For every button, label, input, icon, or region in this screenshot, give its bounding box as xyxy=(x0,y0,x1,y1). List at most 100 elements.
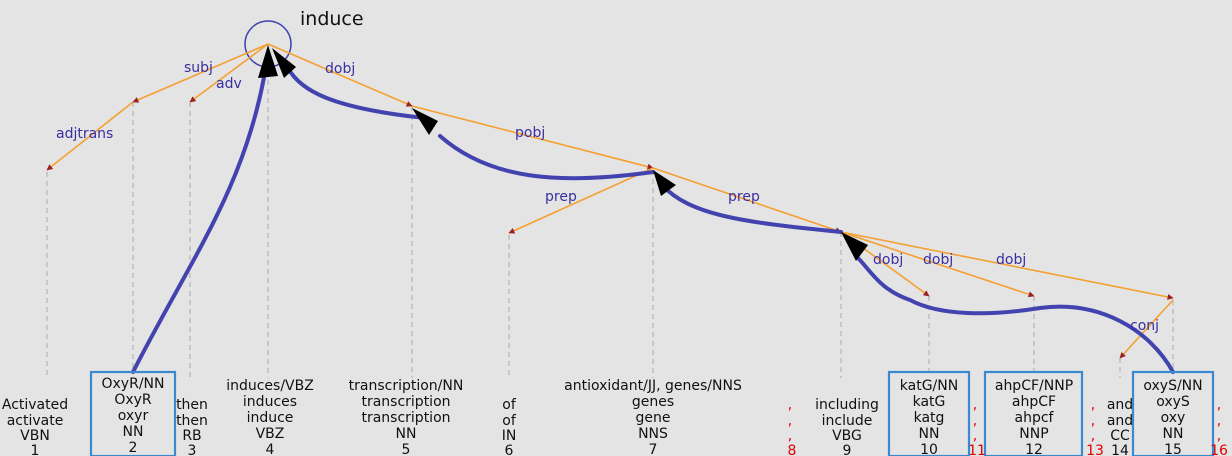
edge-prep-of xyxy=(508,167,654,234)
token-3: then then RB 3 xyxy=(176,397,208,456)
edge-adv xyxy=(189,43,269,103)
path-segment-transcription xyxy=(286,66,427,120)
dep-label-conj: conj xyxy=(1130,318,1159,334)
token-11: , , , 11 xyxy=(968,397,986,456)
token-4-line-4: VBZ xyxy=(256,426,285,442)
token-11-line-3: , xyxy=(973,428,977,444)
box-token-10 xyxy=(887,370,971,456)
arrowhead-5 xyxy=(841,232,868,261)
token-15-line-2: oxyS xyxy=(1156,394,1190,410)
edge-dobj-ahpcf xyxy=(840,231,1035,298)
token-5-line-2: transcription xyxy=(361,394,450,410)
token-10-id: 10 xyxy=(920,442,938,456)
token-4-line-1: induces/VBZ xyxy=(226,378,314,394)
dep-label-dobj-ahpcf: dobj xyxy=(923,252,953,268)
token-16-line-3: , xyxy=(1217,428,1221,444)
dep-label-prep-of: prep xyxy=(545,189,577,205)
token-6: of of IN 6 xyxy=(502,397,517,456)
token-13-line-2: , xyxy=(1091,413,1095,429)
arrowhead-3 xyxy=(412,108,438,135)
token-9-line-1: including xyxy=(815,397,879,413)
token-12-line-3: ahpcf xyxy=(1015,410,1055,426)
token-3-line-3: RB xyxy=(182,428,201,444)
dep-label-pobj: pobj xyxy=(515,125,545,141)
edge-dobj-root xyxy=(267,43,413,107)
token-4-id: 4 xyxy=(266,442,275,456)
token-4-line-3: induce xyxy=(247,410,294,426)
token-2-line-4: NN xyxy=(123,424,144,440)
token-15: oxyS/NN oxyS oxy NN 15 xyxy=(1143,378,1202,456)
token-5: transcription/NN transcription transcrip… xyxy=(349,378,464,456)
dep-label-prep-including: prep xyxy=(728,189,760,205)
dep-label-dobj: dobj xyxy=(325,61,355,77)
token-10-line-3: katg xyxy=(914,410,945,426)
token-13-line-3: , xyxy=(1091,428,1095,444)
token-11-line-1: , xyxy=(973,397,977,413)
token-6-line-2: of xyxy=(502,413,517,429)
box-token-2 xyxy=(89,370,177,456)
token-2-id: 2 xyxy=(129,440,138,456)
token-15-line-3: oxy xyxy=(1161,410,1186,426)
token-8: , , , 8 xyxy=(788,397,797,456)
token-15-id: 15 xyxy=(1164,442,1182,456)
token-13-id: 13 xyxy=(1086,443,1104,456)
token-8-line-2: , xyxy=(788,413,792,429)
token-14-line-1: and xyxy=(1107,397,1133,413)
token-2-line-3: oxyr xyxy=(118,408,149,424)
token-8-id: 8 xyxy=(788,443,797,456)
edge-prep-including xyxy=(652,167,842,234)
token-3-id: 3 xyxy=(188,443,197,456)
dep-label-subj: subj xyxy=(184,60,213,76)
dep-label-adv: adv xyxy=(216,76,242,92)
token-5-line-3: transcription xyxy=(361,410,450,426)
edge-subj xyxy=(132,43,269,103)
token-7-line-4: NNS xyxy=(638,426,668,442)
dependency-edges xyxy=(46,43,1174,359)
dependency-labels: subj adv dobj adjtrans pobj prep prep do… xyxy=(56,60,1159,334)
dep-label-dobj-katg: dobj xyxy=(873,252,903,268)
path-arrowheads xyxy=(258,45,868,261)
token-10-line-2: katG xyxy=(913,394,946,410)
token-2-line-2: OxyR xyxy=(114,392,152,408)
token-14-line-2: and xyxy=(1107,413,1133,429)
token-7: antioxidant/JJ, genes/NNS genes gene NNS… xyxy=(564,378,742,456)
token-12-line-1: ahpCF/NNP xyxy=(995,378,1073,394)
token-11-id: 11 xyxy=(968,443,986,456)
token-7-line-1: antioxidant/JJ, genes/NNS xyxy=(564,378,742,394)
token-14: and and CC 14 xyxy=(1107,397,1133,456)
token-1-line-3: VBN xyxy=(20,428,50,444)
token-1-id: 1 xyxy=(31,443,40,456)
path-segment-genes xyxy=(438,134,655,181)
token-5-line-1: transcription/NN xyxy=(349,378,464,394)
arrowhead-4 xyxy=(653,170,676,196)
token-12-line-2: ahpCF xyxy=(1012,394,1056,410)
arrowhead-1 xyxy=(258,45,278,78)
token-9-id: 9 xyxy=(843,443,852,456)
token-6-line-1: of xyxy=(502,397,517,413)
token-1-line-2: activate xyxy=(7,413,64,429)
token-5-line-4: NN xyxy=(396,426,417,442)
token-10-line-4: NN xyxy=(919,426,940,442)
token-1: Activated activate VBN 1 xyxy=(2,397,68,456)
token-9-line-2: include xyxy=(822,413,873,429)
path-segment-oxys xyxy=(856,256,1175,374)
token-15-line-1: oxyS/NN xyxy=(1143,378,1202,394)
token-14-line-3: CC xyxy=(1110,428,1130,444)
edge-pobj xyxy=(411,105,654,170)
token-16: , , , 16 xyxy=(1210,397,1228,456)
token-labels: Activated activate VBN 1 OxyR/NN OxyR ox… xyxy=(2,376,1228,456)
token-6-line-3: IN xyxy=(502,428,517,444)
highlight-boxes xyxy=(89,370,1215,456)
token-8-line-3: , xyxy=(788,428,792,444)
token-6-id: 6 xyxy=(505,443,514,456)
box-token-15 xyxy=(1131,370,1215,456)
token-16-line-2: , xyxy=(1217,413,1221,429)
token-15-line-4: NN xyxy=(1163,426,1184,442)
token-2-line-1: OxyR/NN xyxy=(102,376,165,392)
dep-label-adjtrans: adjtrans xyxy=(56,126,113,142)
token-13-line-1: , xyxy=(1091,397,1095,413)
token-12-line-4: NNP xyxy=(1019,426,1048,442)
token-1-line-1: Activated xyxy=(2,397,68,413)
